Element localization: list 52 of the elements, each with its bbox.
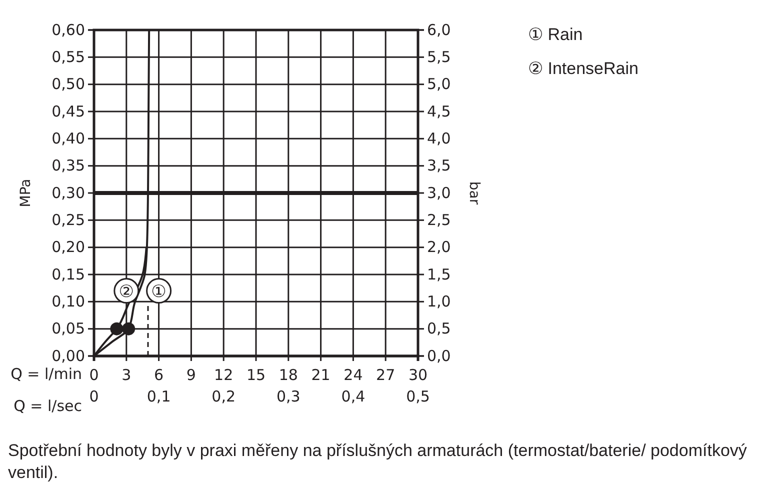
y-tick-label: 0,30 [52,184,85,202]
y-tick-label: 0,15 [52,265,85,284]
y2-tick-label: 4,0 [427,129,451,148]
y-tick-label: 0,45 [52,102,85,120]
y2-tick-label: 6,0 [427,20,451,39]
y2-tick-label: 2,0 [427,238,451,256]
y2-tick-label: 0,5 [427,320,451,338]
y2-axis-title: bar [466,181,482,205]
x2-axis-title: Q = l/sec [14,397,82,415]
y2-tick-label: 4,5 [427,102,451,120]
text: ② IntenseRain [528,59,638,78]
y-tick-label: 0,00 [52,346,85,365]
y-tick-label: 0,55 [52,48,85,66]
x-tick-label: 15 [246,366,266,384]
x-tick-label: 27 [376,366,396,384]
y2-tick-label: 1,5 [427,265,451,284]
y-tick-label: 0,40 [52,129,85,148]
x2-tick-label: 0,5 [406,388,430,406]
x-tick-label: 0 [89,366,99,384]
y2-tick-label: 3,0 [427,184,451,202]
x2-tick-label: 0,4 [341,388,366,406]
y2-tick-label: 5,5 [427,48,451,66]
y-tick-label: 0,20 [52,238,85,256]
y-tick-label: 0,25 [52,210,85,229]
y2-tick-label: 3,5 [427,156,451,175]
y2-tick-label: 5,0 [427,75,451,94]
x-tick-label: 24 [344,366,363,384]
x-tick-label: 30 [408,366,428,384]
x2-tick-label: 0 [89,388,99,406]
x-axis-title: Q = l/min [10,365,82,383]
x-tick-label: 12 [214,366,234,384]
x2-tick-label: 0,1 [146,388,171,406]
y-tick-label: 0,60 [52,20,85,39]
x-tick-label: 18 [278,366,298,384]
y-tick-label: 0,50 [52,75,85,94]
x2-tick-label: 0,3 [276,388,300,406]
y2-tick-label: 1,0 [427,292,451,310]
x-tick-label: 3 [122,366,132,384]
y-axis-title: MPa [18,178,34,208]
y2-tick-label: 0,0 [427,346,451,365]
annotation: ② [118,282,134,302]
x-tick-label: 21 [311,366,330,384]
text: Spotřební hodnoty byly v praxi měřeny na příslušných armaturách (termostat/baterie/ podomítkový ventil). [8,440,748,484]
y-tick-label: 0,35 [52,156,85,175]
y-tick-label: 0,10 [52,292,85,310]
annotation: ① [151,282,166,302]
x2-tick-label: 0,2 [212,388,236,406]
x-tick-label: 9 [186,366,196,384]
y2-tick-label: 2,5 [427,210,451,229]
x-tick-label: 6 [154,366,164,384]
text: ① Rain [528,25,583,44]
y-tick-label: 0,05 [52,320,85,338]
